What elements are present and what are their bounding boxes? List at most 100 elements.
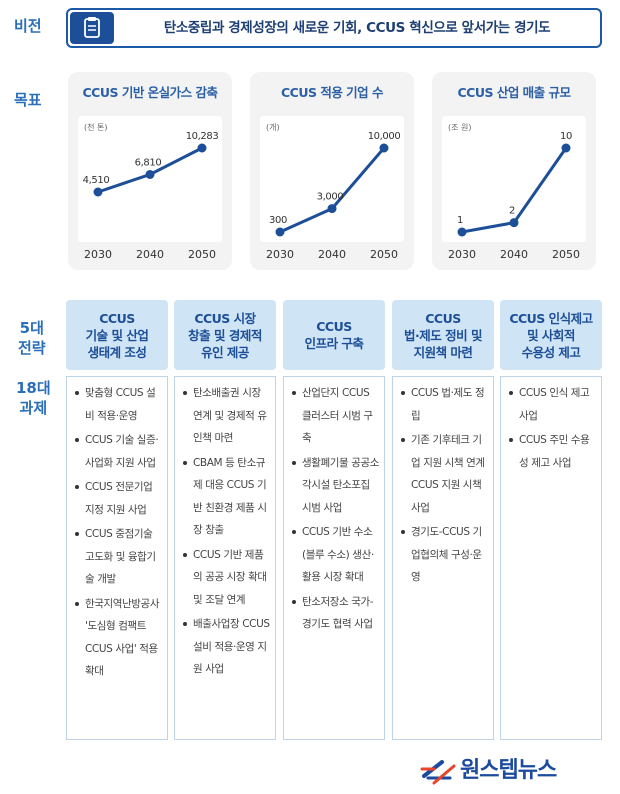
data-label: 2: [509, 206, 515, 217]
strategy-label-line1: 5대: [19, 319, 44, 337]
onestep-logo: 원스텝뉴스: [420, 756, 606, 786]
goal-label: 목표: [14, 91, 42, 109]
data-label: 300: [269, 215, 287, 226]
x-tick-label: 2040: [500, 248, 528, 261]
task-item: 생활폐기물 공공소각시설 탄소포집 시범 사업: [292, 452, 381, 520]
strategy-title-line: CCUS 인식제고: [509, 310, 593, 326]
task-item: CCUS 주민 수용성 제고 사업: [509, 429, 598, 474]
strategy-box: CCUS 기술 및 산업 생태계 조성: [66, 300, 168, 370]
strategy-title-line: 인프라 구축: [304, 336, 364, 351]
task-item: 탄소배출권 시장 연계 및 경제적 유인책 마련: [183, 382, 272, 450]
task-list: 산업단지 CCUS 클러스터 시범 구축 생활폐기물 공공소각시설 탄소포집 시범…: [292, 382, 381, 636]
plot-area: [260, 116, 404, 242]
data-label: 10: [560, 131, 572, 142]
unit-label: (개): [266, 122, 280, 132]
chart-panel-revenue: CCUS 산업 매출 규모 (조 원) 1 2030 2 2040 10 2050: [432, 72, 596, 270]
chart-title: CCUS 기반 온실가스 감축: [82, 85, 218, 100]
strategy-title-line: 법·제도 정비 및: [404, 327, 482, 343]
task-item: 탄소저장소 국가-경기도 협력 사업: [292, 591, 381, 636]
data-label: 10,000: [368, 131, 401, 142]
task-list: CCUS 법·제도 정립 기존 기후테크 기업 지원 시책 연계 CCUS 지원 …: [401, 382, 490, 589]
strategy-box: CCUS 시장 창출 및 경제적 유인 제공: [174, 300, 276, 370]
strategy-title: CCUS 기술 및 산업 생태계 조성: [86, 310, 149, 361]
strategy-title: CCUS 인식제고 및 사회적 수용성 제고: [509, 310, 593, 361]
strategy-title-line: CCUS: [316, 319, 352, 334]
task-item: CCUS 전문기업 지정 지원 사업: [75, 476, 164, 521]
strategy-title-line: CCUS: [425, 310, 461, 326]
chart-revenue: (조 원) 1 2030 2 2040 10 2050: [442, 116, 586, 261]
data-label: 3,000: [317, 192, 344, 203]
task-list-box: CCUS 법·제도 정립 기존 기후테크 기업 지원 시책 연계 CCUS 지원 …: [392, 376, 494, 740]
chart-emissions: (천 톤) 4,510 2030 6,810 2040 10,283 2050: [78, 116, 222, 261]
unit-label: (천 톤): [84, 122, 108, 132]
task-list: 맞춤형 CCUS 설비 적용·운영 CCUS 기술 실증·사업화 지원 사업 CCU…: [75, 382, 164, 683]
data-point: [197, 143, 207, 153]
strategy-title-line: 기술 및 산업: [85, 327, 149, 343]
x-tick-label: 2050: [552, 248, 580, 261]
task-list: 탄소배출권 시장 연계 및 경제적 유인책 마련 CBAM 등 탄소규제 대응 C…: [183, 382, 272, 681]
strategy-title-line: CCUS 시장: [194, 310, 256, 326]
x-tick-label: 2050: [370, 248, 398, 261]
vision-label: 비전: [14, 17, 42, 35]
data-point: [327, 204, 337, 214]
x-tick-label: 2030: [84, 248, 112, 261]
x-tick-label: 2040: [318, 248, 346, 261]
clipboard-icon: [70, 12, 114, 44]
logo-text: 원스텝뉴스: [460, 758, 557, 783]
task-list: CCUS 인식 제고 사업 CCUS 주민 수용성 제고 사업: [509, 382, 598, 474]
strategy-title-line: 및 사회적: [527, 327, 575, 343]
task-list-box: 맞춤형 CCUS 설비 적용·운영 CCUS 기술 실증·사업화 지원 사업 CCU…: [66, 376, 168, 740]
strategy-title: CCUS 법·제도 정비 및 지원책 마련: [404, 310, 482, 361]
task-item: CCUS 기반 제품의 공공 시장 확대 및 조달 연계: [183, 544, 272, 612]
x-tick-label: 2050: [188, 248, 216, 261]
task-item: CCUS 중점기술 고도화 및 융합기술 개발: [75, 523, 164, 591]
strategy-box: CCUS 인식제고 및 사회적 수용성 제고: [500, 300, 602, 370]
task-item: CBAM 등 탄소규제 대응 CCUS 기반 친환경 제품 시장 창출: [183, 452, 272, 542]
onestep-logo-icon: [420, 760, 456, 785]
tasks-label: 18대 과제: [16, 378, 51, 418]
data-point: [457, 227, 467, 237]
task-item: CCUS 기반 수소(블루 수소) 생산·활용 시장 확대: [292, 521, 381, 589]
strategy-title-line: 지원책 마련: [413, 344, 473, 360]
data-point: [145, 169, 155, 179]
strategy-label-line2: 전략: [18, 339, 46, 357]
data-label: 1: [457, 215, 463, 226]
data-point: [561, 143, 571, 153]
task-item: 산업단지 CCUS 클러스터 시범 구축: [292, 382, 381, 450]
task-item: 경기도-CCUS 기업협의체 구성·운영: [401, 521, 490, 589]
strategy-label: 5대 전략: [18, 318, 46, 358]
task-list-box: CCUS 인식 제고 사업 CCUS 주민 수용성 제고 사업: [500, 376, 602, 740]
data-label: 4,510: [83, 175, 110, 186]
x-tick-label: 2040: [136, 248, 164, 261]
data-point: [93, 187, 103, 197]
strategy-title-line: 창출 및 경제적: [188, 327, 262, 343]
chart-title: CCUS 적용 기업 수: [280, 85, 384, 100]
strategy-box: CCUS 인프라 구축: [283, 300, 385, 370]
vision-box: 탄소중립과 경제성장의 새로운 기회, CCUS 혁신으로 앞서가는 경기도: [66, 8, 602, 48]
unit-label: (조 원): [448, 123, 472, 132]
task-item: CCUS 법·제도 정립: [401, 382, 490, 427]
strategy-title-line: 유인 제공: [201, 344, 249, 360]
strategy-title-line: 수용성 제고: [521, 344, 581, 360]
tasks-label-line2: 과제: [19, 399, 48, 417]
strategy-title-line: 생태계 조성: [87, 344, 147, 360]
plot-area: [78, 116, 222, 242]
strategy-title: CCUS 시장 창출 및 경제적 유인 제공: [188, 310, 262, 361]
strategy-box: CCUS 법·제도 정비 및 지원책 마련: [392, 300, 494, 370]
chart-panel-companies: CCUS 적용 기업 수 (개) 300 2030 3,000 2040 10,000 20…: [250, 72, 414, 270]
chart-panel-emissions: CCUS 기반 온실가스 감축 (천 톤) 4,510 2030 6,810 2040 1…: [68, 72, 232, 270]
plot-area: [442, 116, 586, 242]
data-label: 10,283: [186, 131, 219, 142]
task-item: CCUS 인식 제고 사업: [509, 382, 598, 427]
data-point: [275, 227, 285, 237]
task-list-box: 산업단지 CCUS 클러스터 시범 구축 생활폐기물 공공소각시설 탄소포집 시범…: [283, 376, 385, 740]
chart-companies: (개) 300 2030 3,000 2040 10,000 2050: [260, 116, 404, 261]
data-label: 6,810: [135, 157, 162, 168]
x-tick-label: 2030: [266, 248, 294, 261]
task-list-box: 탄소배출권 시장 연계 및 경제적 유인책 마련 CBAM 등 탄소규제 대응 C…: [174, 376, 276, 740]
task-item: 배출사업장 CCUS 설비 적용·운영 지원 사업: [183, 613, 272, 681]
task-item: CCUS 기술 실증·사업화 지원 사업: [75, 429, 164, 474]
task-item: 한국지역난방공사 '도심형 컴팩트 CCUS 사업' 적용 확대: [75, 593, 164, 683]
tasks-label-line1: 18대: [16, 379, 51, 397]
strategy-title: CCUS 인프라 구축: [305, 318, 364, 352]
